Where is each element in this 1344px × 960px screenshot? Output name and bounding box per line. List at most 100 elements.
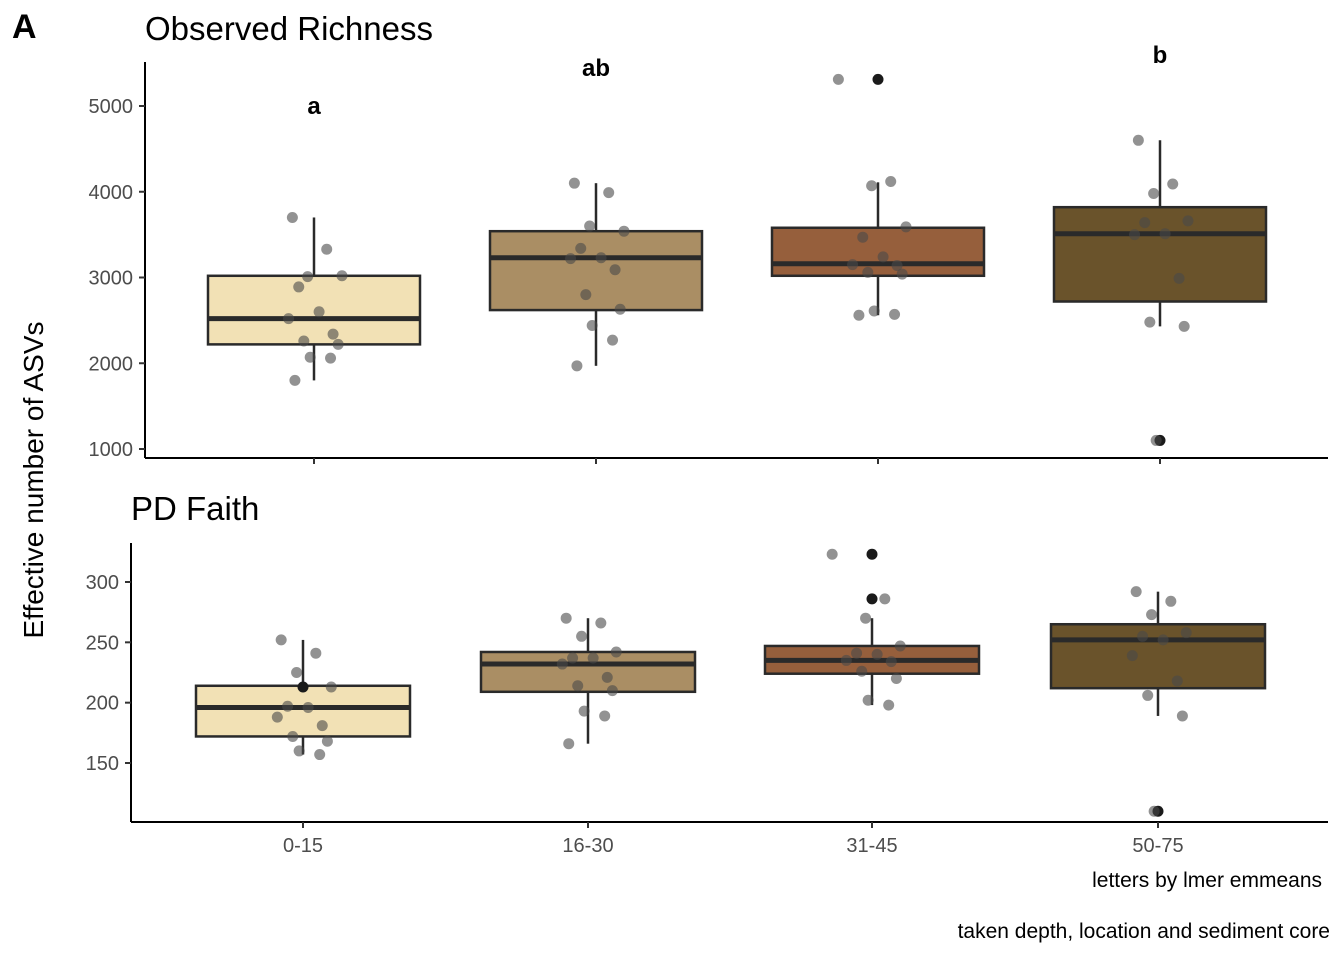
- panel2-data-point: [862, 694, 874, 706]
- panel1-y-tick-label: 4000: [89, 182, 134, 204]
- panel1-data-point: [866, 180, 878, 192]
- panel2-data-point: [587, 652, 599, 664]
- panel1-data-point: [877, 251, 889, 263]
- panel2-data-point: [851, 647, 863, 659]
- panel2-y-tick-label: 150: [86, 753, 119, 775]
- panel2-data-point: [610, 646, 622, 658]
- panel1-data-point: [853, 309, 865, 321]
- panel2-outlier-point: [297, 681, 309, 693]
- panel2-outlier-point: [866, 593, 878, 605]
- panel2-y-tick-label: 200: [86, 693, 119, 715]
- panel1-data-point: [862, 266, 874, 278]
- panel2-data-point: [1171, 675, 1183, 687]
- panel2-data-point: [601, 671, 613, 683]
- panel2-data-point: [310, 647, 322, 659]
- panel1-y-tick-label: 2000: [89, 353, 134, 375]
- panel2-data-point: [275, 634, 287, 646]
- panel1-data-point: [332, 338, 344, 350]
- panel1-data-point: [1150, 434, 1162, 446]
- panel1-data-point: [832, 73, 844, 85]
- panel1-box-31-45: [770, 226, 986, 278]
- panel1-data-point: [889, 308, 901, 320]
- panel2-data-point: [321, 735, 333, 747]
- panel2-data-point: [879, 593, 891, 605]
- panel1-outlier-point: [872, 73, 884, 85]
- panel2-data-point: [271, 711, 283, 723]
- panel2-data-point: [302, 701, 314, 713]
- panel2-x-tick-label: 0-15: [283, 835, 323, 857]
- panel1-data-point: [885, 175, 897, 187]
- panel2-data-point: [885, 656, 897, 668]
- panel1-box-50-75: [1052, 205, 1268, 303]
- panel1-data-point: [1148, 187, 1160, 199]
- panel2-data-point: [1142, 689, 1154, 701]
- panel1-data-point: [584, 220, 596, 232]
- panel1-data-point: [289, 374, 301, 386]
- panel1-data-point: [286, 211, 298, 223]
- panel1-data-point: [609, 264, 621, 276]
- panel2-data-point: [282, 700, 294, 712]
- panel2-data-point: [572, 680, 584, 692]
- panel1-y-tick-label: 3000: [89, 268, 134, 290]
- panel1-data-point: [586, 320, 598, 332]
- panel2-title: PD Faith: [131, 490, 259, 527]
- panel1-data-point: [298, 335, 310, 347]
- panel1-data-point: [614, 303, 626, 315]
- panel2-box-16-30: [479, 650, 697, 694]
- panel2-data-point: [576, 630, 588, 642]
- panel2-data-point: [894, 640, 906, 652]
- panel2-data-point: [578, 705, 590, 717]
- panel2-data-point: [606, 685, 618, 697]
- panel2-outlier-point: [866, 548, 878, 560]
- panel2-box-0-15: [194, 684, 412, 738]
- panel2-data-point: [567, 652, 579, 664]
- panel1-data-point: [896, 268, 908, 280]
- panel2-y-tick-label: 300: [86, 572, 119, 594]
- panel2-data-point: [890, 673, 902, 685]
- panel2-data-point: [856, 665, 868, 677]
- panel1-y-tick-label: 1000: [89, 439, 134, 461]
- panel2-data-point: [1137, 630, 1149, 642]
- panel1-data-point: [603, 187, 615, 199]
- panel1-significance-letter: a: [307, 93, 321, 120]
- panel1-data-point: [1129, 229, 1141, 241]
- panel2-data-point: [1157, 634, 1169, 646]
- panel1-data-point: [580, 289, 592, 301]
- panel2-data-point: [599, 710, 611, 722]
- panel1-data-point: [565, 253, 577, 265]
- panel2-data-point: [871, 648, 883, 660]
- panel1-data-point: [293, 281, 305, 293]
- panel2-data-point: [1180, 627, 1192, 639]
- panel1-data-point: [618, 225, 630, 237]
- panel1-data-point: [1173, 272, 1185, 284]
- panel1-data-point: [1159, 228, 1171, 240]
- caption-line-2: taken depth, location and sediment core: [957, 920, 1330, 943]
- panel1-data-point: [571, 360, 583, 372]
- panel1-data-point: [607, 334, 619, 346]
- panel2-data-point: [1165, 595, 1177, 607]
- panel2-data-point: [325, 681, 337, 693]
- panel1-data-point: [304, 351, 316, 363]
- panel1-data-point: [302, 271, 314, 283]
- panel1-data-point: [568, 177, 580, 189]
- panel1-data-point: [857, 231, 869, 243]
- panel2-data-point: [316, 720, 328, 732]
- panel2-data-point: [314, 749, 326, 761]
- panel1-data-point: [595, 252, 607, 264]
- panel1-box-16-30: [488, 229, 704, 312]
- panel2-x-tick-label: 50-75: [1132, 835, 1183, 857]
- panel2-data-point: [826, 548, 838, 560]
- panel1-data-point: [321, 243, 333, 255]
- panel1-data-point: [847, 259, 859, 271]
- panel1-data-point: [868, 305, 880, 317]
- panel2-x-tick-label: 16-30: [562, 835, 613, 857]
- panel2-data-point: [840, 654, 852, 666]
- panel2-data-point: [293, 745, 305, 757]
- panel1-data-point: [575, 242, 587, 254]
- panel2-data-point: [287, 730, 299, 742]
- panel2-data-point: [1146, 609, 1158, 621]
- panel1-data-point: [900, 221, 912, 233]
- panel1-data-point: [1167, 178, 1179, 190]
- panel2-data-point: [291, 667, 303, 678]
